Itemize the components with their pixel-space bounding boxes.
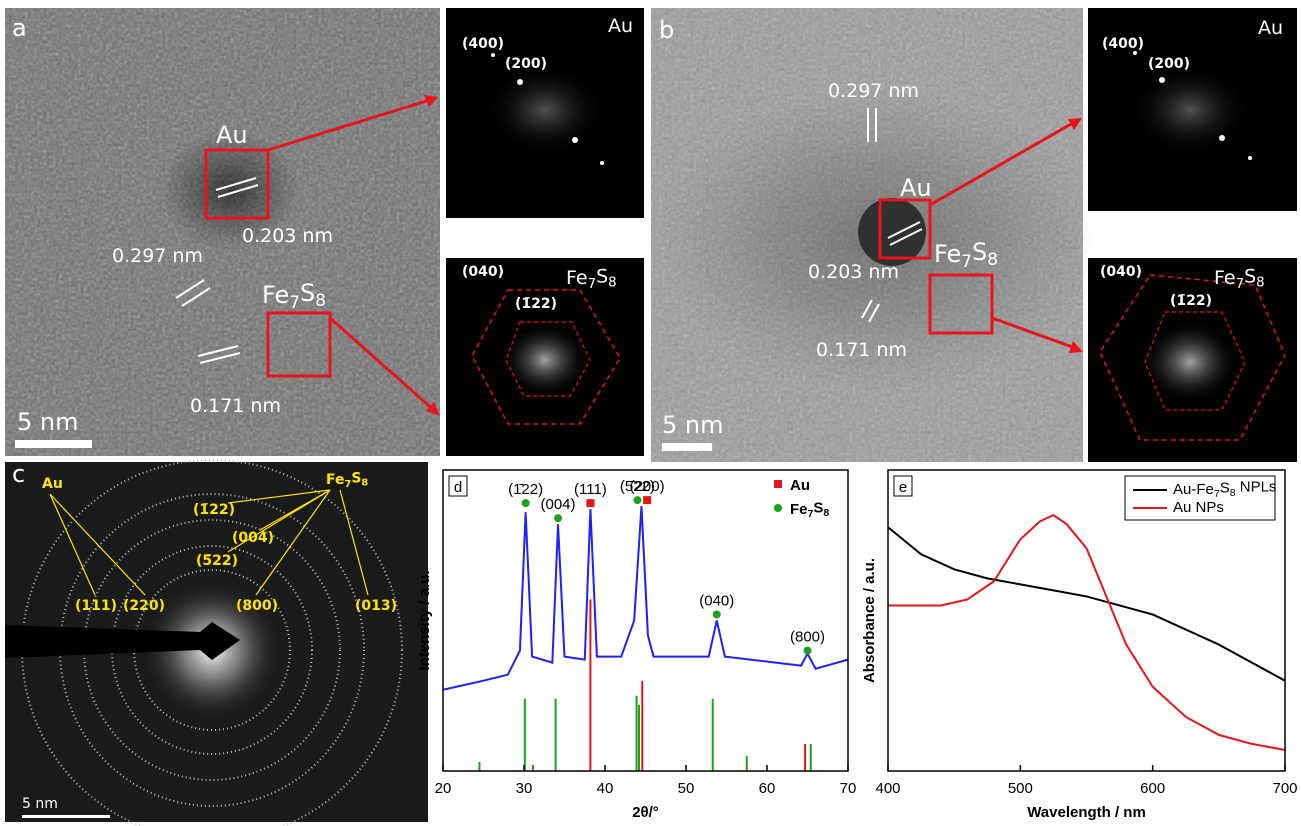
spacing-label: 0.297 nm (828, 80, 919, 102)
x-tick-label: 600 (1140, 780, 1165, 797)
spacing-label: 0.171 nm (190, 395, 281, 417)
ring-label: (013) (355, 598, 397, 614)
x-axis-label: 2θ/° (632, 804, 659, 821)
fft-a-au: (400) (200) Au (446, 8, 644, 218)
peak-label: (004) (541, 496, 576, 513)
marker (804, 647, 812, 655)
ring-label: (111) (75, 598, 117, 614)
y-axis-label: Absorbance / a.u. (861, 558, 878, 683)
x-tick-label: 20 (435, 780, 452, 797)
spot-label: (400) (1102, 36, 1144, 52)
panel-a: a Au 0.203 nm 0.297 nm Fe7S8 0.171 nm 5 … (5, 8, 440, 456)
panel-b: b 0.297 nm Au 0.203 nm Fe7S8 0.171 nm 5 … (651, 8, 1100, 462)
spot-label: (400) (462, 36, 504, 52)
x-tick-label: 40 (597, 780, 614, 797)
spot-label: (200) (1148, 56, 1190, 72)
fft-b-au: (400) (200) Au (1088, 8, 1297, 211)
y-axis-label: Intensity / a.u. (416, 570, 433, 670)
spot-label: (200) (505, 56, 547, 72)
x-axis-label: Wavelength / nm (1027, 804, 1146, 821)
spot-label: (1̄22) (515, 296, 557, 312)
scale-bar-label: 5 nm (662, 411, 724, 439)
element-label: Au (42, 476, 63, 492)
legend-label: Au (790, 477, 810, 494)
x-tick-label: 400 (875, 780, 900, 797)
panel-c: c Au Fe7S8 (1̄22) (004) (5̄22) (111) (22… (5, 460, 428, 826)
figure: a Au 0.203 nm 0.297 nm Fe7S8 0.171 nm 5 … (0, 0, 1301, 826)
peak-label: (040) (699, 592, 734, 609)
marker (554, 514, 562, 522)
x-tick-label: 500 (1008, 780, 1033, 797)
ring-label: (5̄22) (196, 553, 238, 569)
panel-letter: c (12, 460, 25, 488)
x-tick-label: 70 (840, 780, 857, 797)
ring-label: (004) (232, 530, 274, 546)
marker (774, 480, 782, 488)
x-tick-label: 60 (759, 780, 776, 797)
marker (633, 496, 641, 504)
spot-label: (1̄22) (1170, 293, 1212, 309)
spot-label: (040) (1100, 264, 1142, 280)
scale-bar (22, 815, 110, 818)
scale-bar-label: 5 nm (22, 796, 58, 812)
marker (713, 610, 721, 618)
peak-label: (200) (630, 478, 665, 495)
legend-label: Au NPs (1173, 499, 1224, 516)
x-tick-label: 700 (1272, 780, 1297, 797)
ring-label: (1̄22) (193, 502, 235, 518)
ring-label: (800) (236, 598, 278, 614)
element-label: Au (900, 174, 932, 202)
panel-letter: e (899, 479, 907, 496)
peak-label: (800) (790, 629, 825, 646)
panel-letter: d (454, 479, 462, 496)
spacing-label: 0.203 nm (808, 261, 899, 283)
ring-label: (220) (123, 598, 165, 614)
fft-a-fes: (040) (1̄22) Fe7S8 (446, 258, 644, 456)
x-tick-label: 30 (516, 780, 533, 797)
x-tick-label: 50 (678, 780, 695, 797)
scale-bar-label: 5 nm (17, 408, 79, 436)
scale-bar (662, 443, 712, 451)
spot-label: (040) (462, 264, 504, 280)
marker (774, 504, 782, 512)
spacing-label: 0.297 nm (112, 245, 203, 267)
element-label: Au (216, 121, 248, 149)
fft-element: Au (608, 15, 633, 37)
peak-label: (1̄22) (508, 481, 543, 498)
marker (586, 499, 594, 507)
marker (522, 499, 530, 507)
fft-element: Au (1258, 17, 1283, 39)
fft-b-fes: (040) (1̄22) Fe7S8 (1088, 258, 1297, 462)
panel-letter: b (659, 16, 674, 44)
spacing-label: 0.203 nm (242, 225, 333, 247)
spacing-label: 0.171 nm (816, 339, 907, 361)
peak-label: (111) (574, 481, 607, 498)
scale-bar (15, 440, 92, 448)
panel-letter: a (12, 14, 27, 42)
marker (643, 496, 651, 504)
